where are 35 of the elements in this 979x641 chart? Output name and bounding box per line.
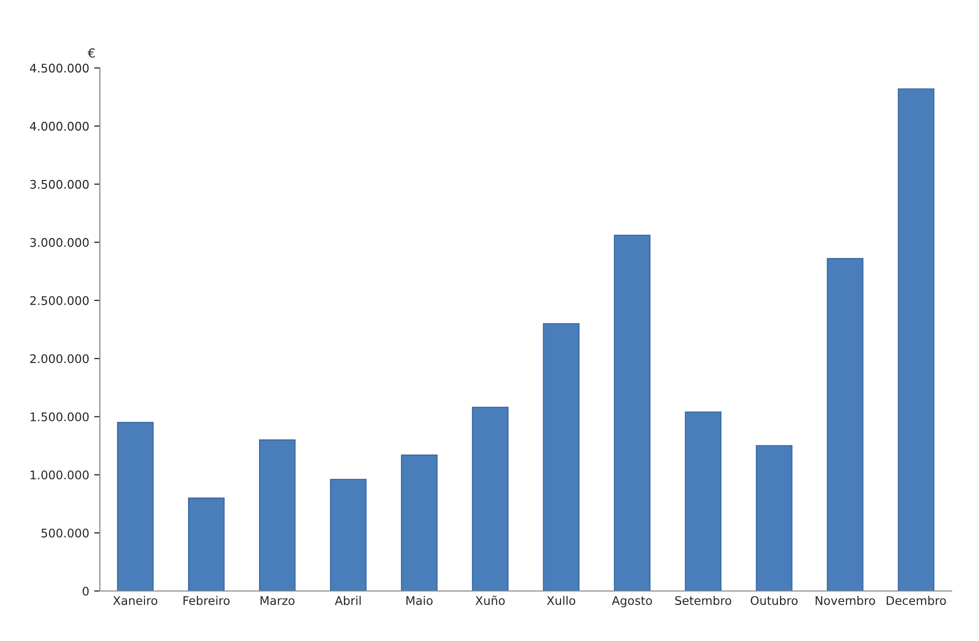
x-tick-label: Outubro <box>750 596 798 605</box>
y-tick-label: 0 <box>82 586 89 596</box>
x-tick-label: Setembro <box>675 596 732 605</box>
x-tick-label: Febreiro <box>184 596 230 605</box>
x-tick-label: Abril <box>334 596 361 605</box>
bar <box>826 258 864 591</box>
bar <box>614 234 650 591</box>
bar <box>400 454 438 591</box>
bar <box>117 422 154 591</box>
x-tick-label: Novembro <box>816 596 876 605</box>
y-tick-label: 2.000.000 <box>30 354 89 364</box>
bar <box>542 323 580 591</box>
bar <box>684 411 722 591</box>
y-tick-label: 2.500.000 <box>30 296 89 306</box>
y-tick-label: 4.500.000 <box>30 64 89 73</box>
bar <box>188 497 225 591</box>
y-tick-label: 3.000.000 <box>30 238 89 247</box>
x-tick-label: Decembro <box>886 596 946 605</box>
bar <box>898 88 934 591</box>
bar <box>472 406 509 591</box>
y-tick-label: 1.500.000 <box>30 412 89 422</box>
x-tick-label: Marzo <box>260 596 295 605</box>
y-axis-title: € <box>88 48 95 58</box>
x-tick-label: Xullo <box>546 596 576 605</box>
x-tick-label: Xuño <box>475 596 505 605</box>
y-tick-label: 3.500.000 <box>30 180 89 189</box>
bar <box>330 478 367 591</box>
x-tick-label: Agosto <box>612 596 652 608</box>
y-tick-label: 500.000 <box>42 528 89 538</box>
bar <box>756 445 792 591</box>
bar <box>259 439 296 591</box>
y-tick-label: 4.000.000 <box>30 122 89 131</box>
y-tick-label: 1.000.000 <box>30 470 89 480</box>
x-tick-label: Maio <box>406 596 433 605</box>
x-tick-label: Xaneiro <box>113 596 158 605</box>
